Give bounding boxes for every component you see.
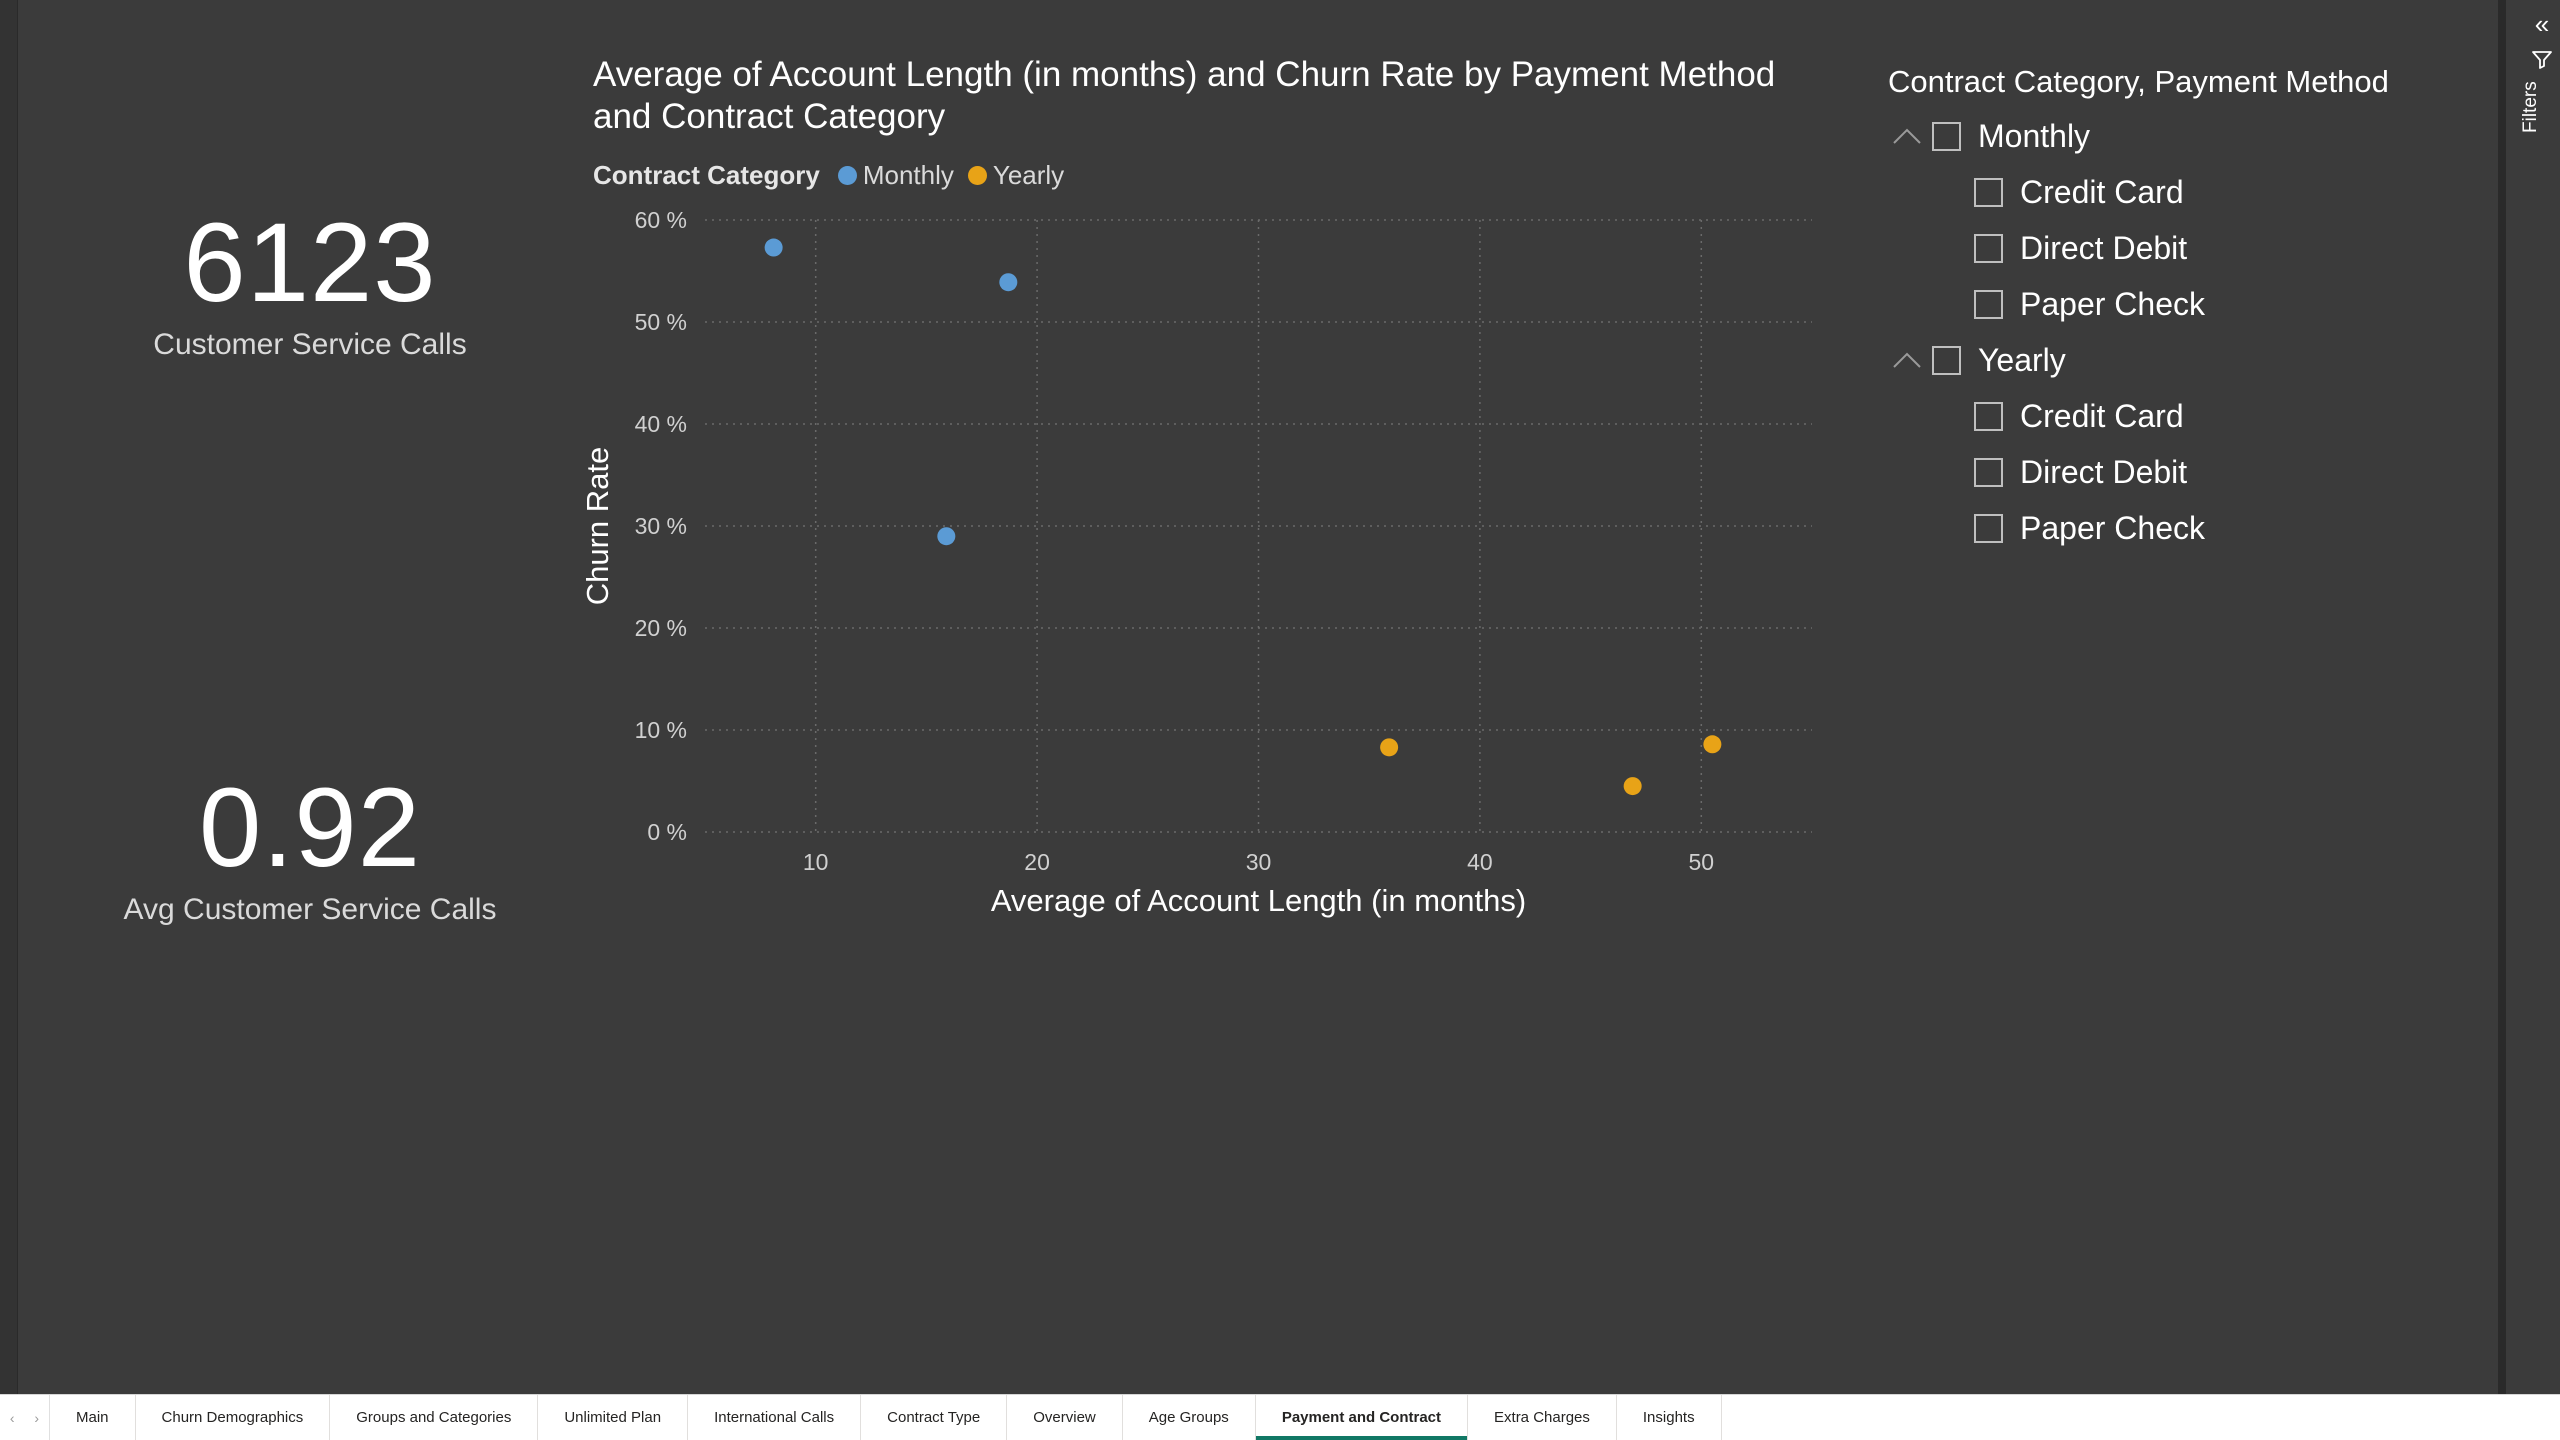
x-tick-label: 10 [803, 849, 829, 875]
slicer-item-paper-check[interactable]: Paper Check [1888, 500, 2468, 556]
legend-label: Yearly [992, 159, 1065, 190]
x-tick-label: 30 [1246, 849, 1272, 875]
y-tick-label: 20 % [635, 615, 687, 641]
expand-filters-icon[interactable]: « [2534, 9, 2550, 39]
slicer-item-direct-debit[interactable]: Direct Debit [1888, 220, 2468, 276]
y-tick-label: 40 % [635, 411, 687, 437]
slicer-item-credit-card[interactable]: Credit Card [1888, 164, 2468, 220]
slicer-checkbox[interactable] [1974, 401, 2003, 431]
chart-title: Average of Account Length (in months) an… [593, 55, 1776, 136]
slicer-checkbox[interactable] [1974, 177, 2003, 207]
tab-nav: ‹ › [0, 1395, 50, 1440]
tab-extra-charges[interactable]: Extra Charges [1468, 1395, 1617, 1440]
kpi-value: 0.92 [199, 765, 421, 890]
chevron-up-icon[interactable] [1888, 345, 1926, 375]
data-point-monthly[interactable] [937, 527, 956, 546]
data-point-monthly[interactable] [999, 273, 1018, 292]
tab-churn-demographics[interactable]: Churn Demographics [136, 1395, 331, 1440]
tab-main[interactable]: Main [50, 1395, 136, 1440]
x-axis-title: Average of Account Length (in months) [991, 883, 1526, 918]
y-tick-label: 0 % [647, 819, 687, 845]
filters-label: Filters [2520, 81, 2541, 133]
x-tick-label: 40 [1467, 849, 1493, 875]
y-axis-title: Churn Rate [580, 447, 615, 606]
kpi-card-customer-service-calls[interactable]: 6123 Customer Service Calls [60, 205, 560, 363]
slicer-checkbox[interactable] [1974, 513, 2003, 543]
data-point-yearly[interactable] [1703, 735, 1722, 754]
slicer-checkbox[interactable] [1974, 457, 2003, 487]
tab-overview[interactable]: Overview [1007, 1395, 1123, 1440]
slicer-item-label: Direct Debit [2020, 453, 2188, 490]
x-tick-label: 20 [1024, 849, 1050, 875]
legend-marker [967, 165, 987, 185]
slicer-item-label: Direct Debit [2020, 229, 2188, 266]
tab-payment-and-contract[interactable]: Payment and Contract [1255, 1395, 1469, 1440]
slicer-item-credit-card[interactable]: Credit Card [1888, 388, 2468, 444]
y-tick-label: 10 % [635, 717, 687, 743]
tab-age-groups[interactable]: Age Groups [1123, 1395, 1256, 1440]
chart-legend: Contract Category Monthly Yearly [593, 158, 1078, 192]
data-point-yearly[interactable] [1380, 738, 1399, 757]
slicer-header: Contract Category, Payment Method [1888, 64, 2389, 99]
slicer-checkbox[interactable] [1932, 345, 1961, 375]
slicer-item-direct-debit[interactable]: Direct Debit [1888, 444, 2468, 500]
page-tab-bar: ‹ › Main Churn Demographics Groups and Cat… [0, 1394, 2560, 1440]
funnel-icon [2532, 51, 2552, 69]
slicer-checkbox[interactable] [1974, 233, 2003, 263]
filters-pane[interactable]: « Filters [2498, 0, 2560, 1394]
legend-item-monthly[interactable]: Monthly [837, 159, 954, 191]
kpi-value: 6123 [183, 200, 437, 325]
x-tick-label: 50 [1689, 849, 1715, 875]
slicer-item-label: Paper Check [2020, 509, 2205, 546]
kpi-label: Customer Service Calls [153, 328, 467, 361]
slicer-item-label: Paper Check [2020, 285, 2205, 322]
tab-prev-icon[interactable]: ‹ [9, 1409, 15, 1426]
tab-insights[interactable]: Insights [1617, 1395, 1722, 1440]
slicer-body: Monthly Credit Card Direct Debit Paper Chec… [1888, 108, 2468, 556]
legend-marker [837, 165, 857, 185]
data-point-yearly[interactable] [1623, 777, 1642, 796]
chevron-up-icon[interactable] [1888, 121, 1926, 151]
data-point-monthly[interactable] [764, 238, 783, 257]
slicer-item-label: Monthly [1978, 117, 2091, 154]
slicer-checkbox[interactable] [1974, 289, 2003, 319]
slicer-group-yearly[interactable]: Yearly [1888, 332, 2468, 388]
slicer-group-monthly[interactable]: Monthly [1888, 108, 2468, 164]
kpi-label: Avg Customer Service Calls [123, 893, 497, 926]
slicer-item-paper-check[interactable]: Paper Check [1888, 276, 2468, 332]
slicer-item-label: Credit Card [2020, 397, 2184, 434]
contract-payment-slicer: Contract Category, Payment Method Monthl… [1888, 62, 2468, 556]
tab-international-calls[interactable]: International Calls [688, 1395, 862, 1440]
slicer-item-label: Yearly [1978, 341, 2066, 378]
tab-contract-type[interactable]: Contract Type [861, 1395, 1008, 1440]
legend-title: Contract Category [593, 159, 820, 190]
tab-groups-and-categories[interactable]: Groups and Categories [330, 1395, 539, 1440]
slicer-checkbox[interactable] [1932, 121, 1961, 151]
slicer-item-label: Credit Card [2020, 173, 2184, 210]
left-rail [0, 0, 18, 1394]
legend-label: Monthly [862, 159, 954, 190]
tab-unlimited-plan[interactable]: Unlimited Plan [538, 1395, 689, 1440]
y-tick-label: 50 % [635, 309, 687, 335]
y-tick-label: 30 % [635, 513, 687, 539]
kpi-card-avg-customer-service-calls[interactable]: 0.92 Avg Customer Service Calls [60, 770, 560, 928]
legend-item-yearly[interactable]: Yearly [967, 159, 1065, 191]
tab-next-icon[interactable]: › [34, 1409, 40, 1426]
y-tick-label: 60 % [635, 207, 687, 233]
scatter-chart[interactable]: 0 % 10 % 20 % 30 % 40 % 50 % 60 % 10 20 30 40 50 Ave… [580, 200, 1830, 920]
